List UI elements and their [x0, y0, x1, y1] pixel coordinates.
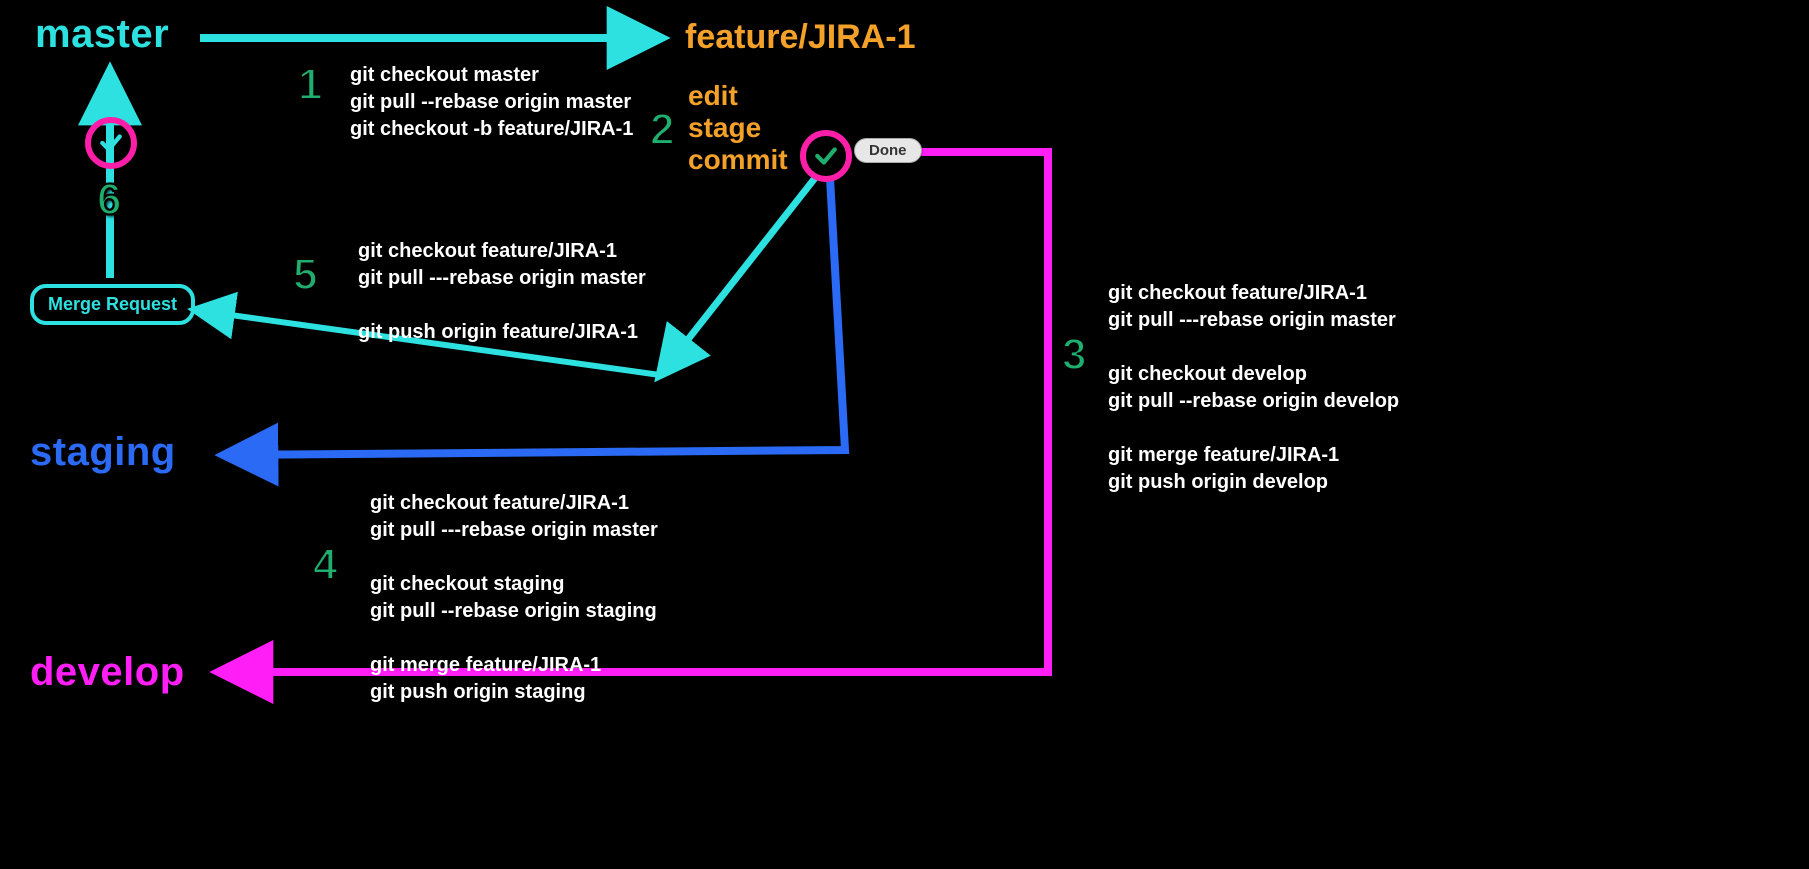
checkmark-icon: [98, 130, 124, 156]
check-badge-master: [85, 117, 137, 169]
step-5-commands: git checkout feature/JIRA-1 git pull ---…: [358, 238, 646, 346]
step-4-commands: git checkout feature/JIRA-1 git pull ---…: [370, 490, 658, 706]
step-5-number: 5: [293, 250, 317, 300]
step-2-number: 2: [650, 105, 674, 155]
step-1-number: 1: [298, 60, 322, 110]
branch-develop: develop: [30, 650, 185, 695]
diagram-stage: master feature/JIRA-1 staging develop 1 …: [0, 0, 1809, 869]
branch-master: master: [35, 12, 169, 57]
step-4-number: 4: [313, 540, 337, 590]
step-3-number: 3: [1062, 330, 1086, 380]
checkmark-icon: [813, 143, 839, 169]
step-1-commands: git checkout master git pull --rebase or…: [350, 62, 633, 143]
branch-staging: staging: [30, 430, 176, 475]
merge-request-box[interactable]: Merge Request: [30, 284, 195, 325]
step-3-commands: git checkout feature/JIRA-1 git pull ---…: [1108, 280, 1399, 496]
arrows-layer: [0, 0, 1809, 869]
step-6-number: 6: [97, 175, 121, 225]
arrow-done-diag: [660, 178, 815, 375]
check-badge-done: [800, 130, 852, 182]
branch-feature: feature/JIRA-1: [685, 18, 916, 57]
done-pill[interactable]: Done: [854, 138, 922, 163]
step-2-actions: edit stage commit: [688, 80, 788, 177]
